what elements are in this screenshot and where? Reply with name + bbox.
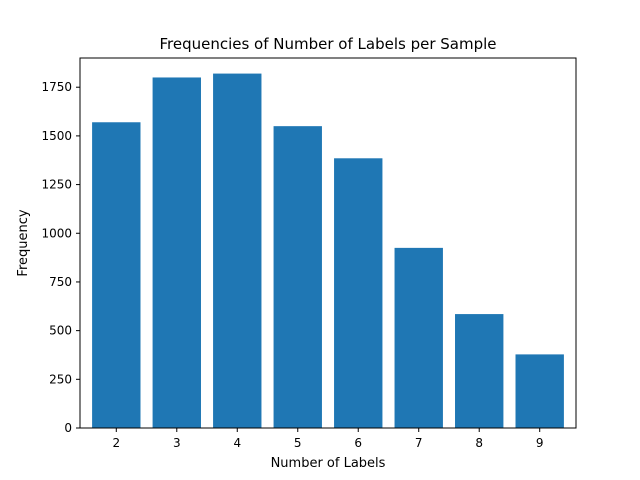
bar-8 (455, 314, 504, 428)
x-tick-label: 8 (475, 436, 483, 450)
x-tick-label: 6 (354, 436, 362, 450)
plot-area-frame (79, 57, 577, 429)
y-axis-ticks: 0 250 500 750 1000 1250 1500 1750 (41, 80, 80, 435)
y-tick-label: 0 (64, 421, 72, 435)
bar-3 (152, 77, 201, 428)
x-tick-label: 5 (294, 436, 302, 450)
x-axis-ticks: 2 3 4 5 6 7 8 9 (112, 428, 544, 450)
bar-2 (92, 122, 141, 428)
bar-5 (273, 126, 322, 428)
y-axis-label: Frequency (16, 209, 31, 276)
x-tick-label: 9 (536, 436, 544, 450)
y-tick-label: 750 (49, 275, 72, 289)
x-tick-label: 7 (415, 436, 423, 450)
bars-group (92, 73, 564, 429)
chart-title: Frequencies of Number of Labels per Samp… (159, 35, 496, 53)
x-tick-label: 4 (233, 436, 241, 450)
y-tick-label: 1000 (41, 226, 72, 240)
y-tick-label: 250 (49, 372, 72, 386)
x-axis-label: Number of Labels (271, 456, 386, 471)
bar-7 (394, 247, 443, 428)
bar-9 (515, 354, 564, 428)
y-tick-label: 1500 (41, 129, 72, 143)
x-tick-label: 3 (173, 436, 181, 450)
x-tick-label: 2 (112, 436, 120, 450)
y-tick-label: 1750 (41, 80, 72, 94)
bar-6 (334, 158, 383, 429)
y-tick-label: 500 (49, 324, 72, 338)
bar-4 (213, 73, 262, 428)
y-tick-label: 1250 (41, 178, 72, 192)
